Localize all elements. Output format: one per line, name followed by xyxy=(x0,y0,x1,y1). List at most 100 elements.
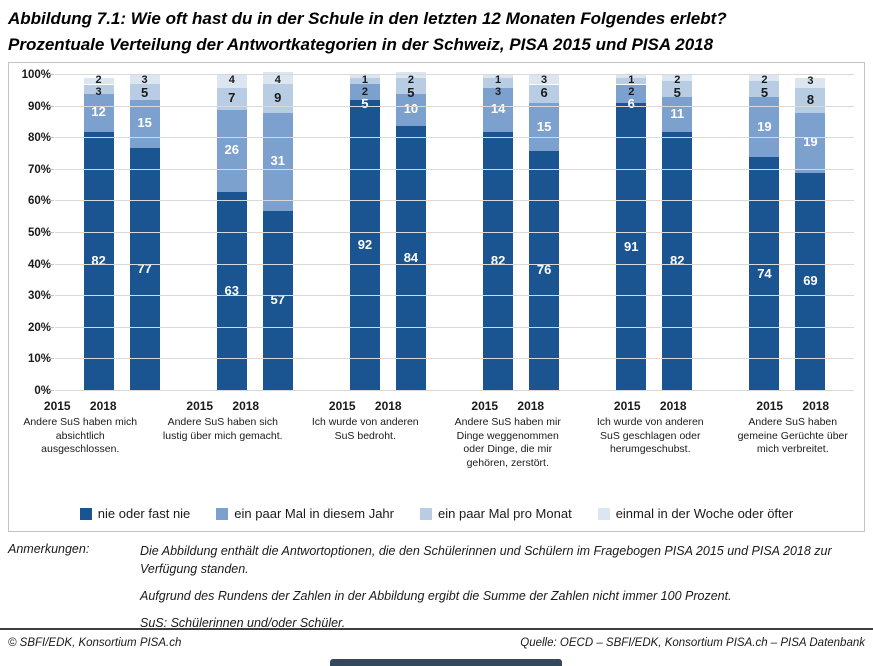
segment-value: 1 xyxy=(361,74,368,86)
bar-segment xyxy=(395,93,426,126)
figure-title: Abbildung 7.1: Wie oft hast du in der Sc… xyxy=(0,0,873,59)
stacked-bar: 4 9 31 57 xyxy=(262,71,293,391)
bar-pair: 2 5 19 74 3 8 19 69 xyxy=(749,75,826,391)
notes-label: Anmerkungen: xyxy=(8,542,90,556)
category-text: Andere SuS haben gemeine Gerüchte über m… xyxy=(737,416,848,456)
year-label: 2018 xyxy=(659,399,687,413)
gridline xyxy=(55,74,854,75)
legend-swatch-icon xyxy=(216,507,229,520)
category-text: Ich wurde von anderen SuS bedroht. xyxy=(311,416,419,442)
bar-segment xyxy=(529,75,560,85)
segment-value: 2 xyxy=(628,85,635,98)
axis-tick xyxy=(48,168,54,170)
category-text: Ich wurde von anderen SuS geschlagen ode… xyxy=(596,416,704,456)
legend-swatch-icon xyxy=(420,507,432,520)
bar-segment xyxy=(262,84,293,113)
category-label: 2015 2018 Andere SuS haben mich absichtlic… xyxy=(9,399,152,471)
legend-label: ein paar Mal pro Monat xyxy=(438,506,572,521)
bar-group: 4 7 26 63 4 9 31 57 xyxy=(188,71,321,391)
axis-tick xyxy=(48,232,54,233)
viewer-toolbar-fragment xyxy=(330,659,562,666)
bar-segment xyxy=(395,78,426,94)
year-labels: 2015 2018 xyxy=(326,399,404,413)
stacked-bar: 2 5 11 82 xyxy=(662,75,693,391)
legend-item: einmal in der Woche oder öfter xyxy=(597,506,793,521)
year-label: 2018 xyxy=(232,399,260,413)
bar-group: 2 3 12 82 3 5 15 77 xyxy=(55,75,188,391)
bar-segment xyxy=(616,78,647,85)
segment-value: 6 xyxy=(540,85,548,101)
segment-value: 5 xyxy=(673,84,681,100)
bar-segment xyxy=(529,84,560,104)
axis-tick xyxy=(48,263,54,265)
plot-area: 2 3 12 82 3 5 15 77 4 7 26 63 4 9 31 57 1 2 5 92 2 5 10 84 1 3 14 8… xyxy=(48,71,854,391)
segment-value: 31 xyxy=(270,153,285,169)
bar-segment xyxy=(483,87,514,132)
year-label: 2018 xyxy=(374,399,402,413)
note-item: Aufgrund des Rundens der Zahlen in der A… xyxy=(140,589,732,604)
bar-segment xyxy=(749,97,780,158)
bar-group: 1 2 5 92 2 5 10 84 xyxy=(321,71,454,391)
bar-group: 2 5 19 74 3 8 19 69 xyxy=(721,75,854,391)
segment-value: 5 xyxy=(140,84,149,100)
note-item: SuS: Schülerinnen und/oder Schüler. xyxy=(140,616,346,631)
segment-value: 92 xyxy=(357,237,373,253)
stacked-bar: 3 8 19 69 xyxy=(795,75,826,391)
bar-pair: 2 3 12 82 3 5 15 77 xyxy=(83,75,160,391)
bar-segment xyxy=(349,100,380,391)
year-label: 2015 xyxy=(43,399,71,413)
year-label: 2018 xyxy=(89,399,117,413)
year-labels: 2015 2018 xyxy=(469,399,547,413)
legend-item: nie oder fast nie xyxy=(79,506,191,521)
stacked-bar: 1 3 14 82 xyxy=(483,75,514,391)
segment-value: 3 xyxy=(95,85,102,98)
footer-source: Quelle: OECD – SBFI/EDK, Konsortium PISA… xyxy=(520,637,865,649)
year-labels: 2015 2018 xyxy=(611,399,689,413)
year-labels: 2015 2018 xyxy=(41,399,119,413)
bar-segment xyxy=(616,103,647,391)
segment-value: 6 xyxy=(627,96,635,111)
legend-label: nie oder fast nie xyxy=(97,506,191,521)
axis-tick xyxy=(48,74,54,75)
segment-value: 19 xyxy=(757,118,772,134)
notes-body: Die Abbildung enthält die Antwortoptione… xyxy=(140,542,865,642)
bar-segment xyxy=(795,78,826,88)
segment-value: 2 xyxy=(407,74,414,86)
note-item: Die Abbildung enthält die Antwortoptione… xyxy=(140,544,832,577)
segment-value: 15 xyxy=(536,118,552,134)
bar-segment xyxy=(749,157,780,391)
segment-value: 3 xyxy=(807,75,814,88)
year-label: 2015 xyxy=(186,399,214,413)
bar-segment xyxy=(349,75,380,79)
segment-value: 15 xyxy=(137,115,152,131)
category-labels: 2015 2018 Andere SuS haben mich absichtlic… xyxy=(9,399,864,471)
bar-segment xyxy=(216,109,247,192)
gridline xyxy=(55,137,854,139)
gridline xyxy=(55,326,854,328)
legend: nie oder fast nie ein paar Mal in diesem … xyxy=(9,506,864,521)
bar-segment xyxy=(662,81,693,98)
segment-value: 57 xyxy=(270,292,285,308)
category-label: 2015 2018 Ich wurde von anderen SuS bedroh… xyxy=(294,399,437,471)
category-text: Andere SuS haben mir Dinge weggenommen o… xyxy=(454,416,561,469)
bar-group: 1 3 14 82 3 6 15 76 xyxy=(455,75,588,391)
gridline xyxy=(55,168,854,170)
footer: © SBFI/EDK, Konsortium PISA.ch Quelle: O… xyxy=(8,637,865,649)
y-axis: 100% 90% 80% 70% 60% 50% 40% 30% 20% 10% 0% xyxy=(21,69,51,397)
bar-segment xyxy=(129,75,160,85)
year-label: 2018 xyxy=(517,399,545,413)
bar-segment xyxy=(129,147,160,391)
bar-segment xyxy=(216,191,247,391)
segment-value: 1 xyxy=(495,74,502,86)
segment-value: 91 xyxy=(624,238,639,254)
bar-pair: 1 3 14 82 3 6 15 76 xyxy=(483,75,560,391)
figure-title-line1: Abbildung 7.1: Wie oft hast du in der Sc… xyxy=(8,9,727,28)
category-label: 2015 2018 Andere SuS haben gemeine Gerücht… xyxy=(722,399,865,471)
segment-value: 14 xyxy=(490,101,506,117)
category-label: 2015 2018 Andere SuS haben sich lustig übe… xyxy=(152,399,295,471)
segment-value: 4 xyxy=(274,74,281,86)
bar-segment xyxy=(83,131,114,391)
stacked-bar: 2 3 12 82 xyxy=(83,75,114,391)
segment-value: 74 xyxy=(757,265,772,281)
bar-segment xyxy=(616,84,647,104)
